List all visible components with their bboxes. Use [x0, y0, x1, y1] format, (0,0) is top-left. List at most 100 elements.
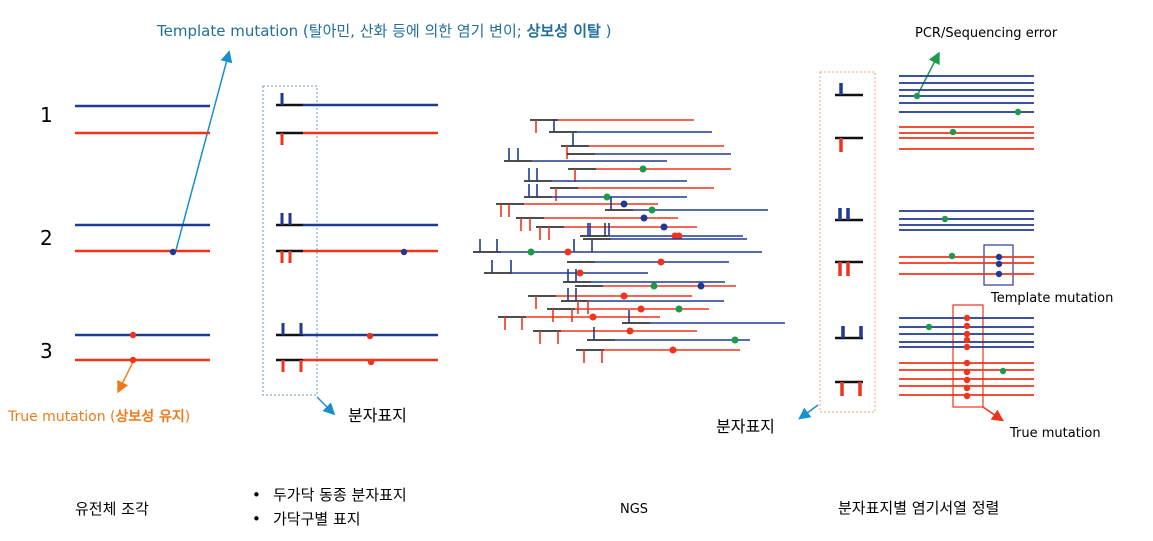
mutation-dot: [129, 331, 137, 339]
mutation-dot: [657, 258, 665, 266]
mutation-dot: [169, 248, 177, 256]
true-mutation-box: [952, 304, 984, 408]
true-mutation-arrow: [117, 361, 134, 394]
ngs-read: [504, 148, 667, 162]
template-mutation-annotation: Template mutation (탈아민, 산화 등에 의한 염기 변이; …: [156, 22, 611, 40]
pair-number-2: 2: [40, 226, 53, 250]
mutation-dot: [963, 343, 971, 351]
barcode-box: [262, 85, 318, 396]
mutation-dot: [963, 384, 971, 392]
mutation-dot: [941, 215, 949, 223]
ngs-read: [605, 197, 768, 214]
ngs-read: [563, 269, 725, 283]
mutation-dot: [576, 269, 584, 277]
ngs-read: [524, 184, 687, 201]
mutation-dot: [527, 248, 535, 256]
mutation-dot: [963, 336, 971, 344]
mutation-dot: [1014, 108, 1022, 116]
ngs-read: [498, 313, 660, 330]
true-mutation-label-right: True mutation: [1009, 426, 1101, 441]
mutation-dot: [648, 206, 656, 214]
true-mutation-label: True mutation (상보성 유지): [7, 409, 190, 425]
mutation-dot: [963, 322, 971, 330]
barcode-box-right: [819, 71, 876, 413]
mutation-dot: [963, 330, 971, 338]
genome-fragment-panel: 1 2 3 True mutation (상보성 유지): [7, 50, 233, 425]
mutation-dot: [925, 323, 933, 331]
mutation-dot: [675, 232, 683, 240]
pair-number-3: 3: [40, 339, 53, 363]
mutation-dot: [913, 92, 921, 100]
ngs-read: [549, 119, 712, 133]
mutation-dot: [603, 193, 611, 201]
true-mutation-bold: 상보성 유지: [116, 409, 185, 425]
mutation-dot: [589, 313, 597, 321]
ngs-read: [550, 187, 714, 201]
mutation-dot: [650, 282, 658, 290]
annotation-suffix: ): [601, 22, 612, 40]
mutation-dot: [129, 356, 137, 364]
mutation-dot: [995, 260, 1003, 268]
true-mutation-arrow-right: [982, 406, 1004, 422]
mutation-dot: [626, 327, 634, 335]
mutation-dot: [963, 392, 971, 400]
ngs-read: [587, 327, 750, 344]
bullet-item-1: 두가닥 동종 분자표지: [273, 486, 407, 504]
mutation-dot: [366, 332, 374, 340]
fragment-caption: 유전체 조각: [75, 500, 149, 518]
annotation-middle: 탈아민, 산화 등에 의한 염기 변이;: [309, 22, 527, 40]
ngs-reads-panel: [473, 119, 785, 363]
bullet-dot: •: [252, 486, 261, 504]
ngs-read: [547, 305, 709, 322]
ngs-read: [561, 288, 724, 314]
ngs-read: [561, 133, 724, 159]
mutation-dot: [675, 305, 683, 313]
ngs-caption: NGS: [620, 502, 648, 517]
bullet-dot: •: [252, 510, 261, 528]
annotation-prefix: Template mutation (: [156, 22, 309, 40]
mutation-dot: [367, 358, 375, 366]
mutation-dot: [697, 282, 705, 290]
mutation-dot: [963, 376, 971, 384]
mutation-dot: [639, 165, 647, 173]
ngs-read: [622, 310, 785, 324]
bullet-item-2: 가닥구별 표지: [273, 510, 361, 528]
template-mutation-arrow: [175, 50, 233, 251]
mutation-dot: [948, 252, 956, 260]
ngs-read: [567, 258, 729, 266]
barcode-arrow: [316, 396, 336, 416]
mutation-dot: [669, 346, 677, 354]
mutation-dot: [731, 336, 739, 344]
mutation-dot: [995, 270, 1003, 278]
annotation-bold: 상보성 이탈: [527, 22, 601, 40]
mutation-dot: [660, 223, 668, 231]
ngs-read: [524, 168, 687, 182]
ngs-read: [473, 239, 762, 256]
ngs-read: [536, 223, 697, 240]
barcode-label: 분자표지: [348, 406, 407, 425]
ngs-read: [575, 282, 736, 290]
ngs-read: [576, 346, 740, 363]
template-mutation-label: Template mutation: [990, 291, 1113, 306]
ngs-read: [580, 223, 743, 240]
mutation-dot: [620, 200, 628, 208]
mutation-dot: [620, 292, 628, 300]
barcode-label-right: 분자표지: [716, 417, 775, 436]
pcr-error-label: PCR/Sequencing error: [915, 26, 1058, 41]
alignment-caption: 분자표지별 염기서열 정렬: [838, 499, 999, 517]
mutation-dot: [400, 248, 408, 256]
ngs-read: [496, 200, 658, 217]
template-mutation-box: [983, 244, 1014, 286]
ngs-read: [516, 214, 678, 231]
mutation-dot: [963, 314, 971, 322]
ngs-read: [568, 165, 731, 182]
mutation-dot: [999, 367, 1007, 375]
ngs-read: [484, 260, 648, 277]
mutation-dot: [949, 128, 957, 136]
true-mutation-prefix: True mutation (: [7, 409, 116, 425]
mutation-dot: [995, 253, 1003, 261]
mutation-dot: [637, 305, 645, 313]
mutation-dot: [963, 368, 971, 376]
mutation-dot: [564, 248, 572, 256]
